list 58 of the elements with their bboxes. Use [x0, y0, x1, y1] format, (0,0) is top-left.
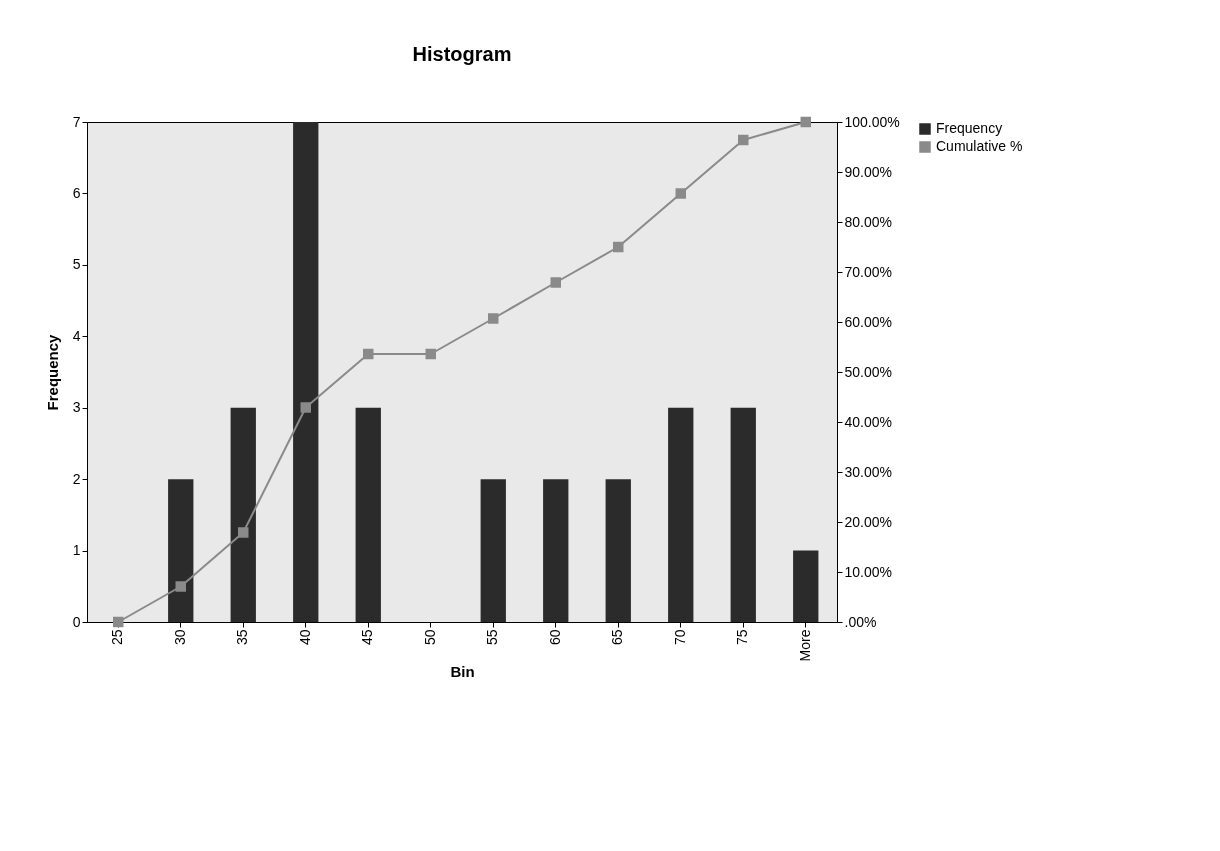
bar: [543, 479, 569, 622]
x-tick-label: 65: [609, 629, 626, 646]
bar: [730, 407, 756, 622]
x-tick-label: More: [796, 629, 813, 662]
bar: [605, 479, 631, 622]
y2-tick-label: 40.00%: [844, 413, 892, 430]
y2-tick-label: 80.00%: [844, 213, 892, 230]
bar: [480, 479, 506, 622]
y2-tick-label: 30.00%: [844, 463, 892, 480]
x-tick-label: 55: [484, 629, 501, 646]
legend-label: Cumulative %: [936, 138, 1023, 154]
x-tick-label: 25: [109, 629, 126, 646]
point: [300, 402, 311, 413]
point: [613, 241, 624, 253]
point: [488, 313, 499, 324]
y-tick-label: 7: [72, 113, 81, 130]
y-tick-label: 6: [72, 184, 81, 201]
point: [238, 527, 249, 538]
point: [675, 188, 686, 199]
y2-tick-label: 10.00%: [844, 563, 892, 580]
y-tick-label: 2: [72, 470, 81, 487]
point: [800, 116, 811, 128]
bar: [293, 122, 319, 622]
y-tick-label: 5: [72, 256, 81, 273]
x-tick-label: 50: [421, 629, 438, 646]
x-tick-label: 75: [734, 629, 751, 646]
y-tick-label: 1: [72, 542, 81, 559]
y2-tick-label: 60.00%: [844, 313, 892, 330]
y-tick-label: 0: [72, 613, 81, 630]
bar: [230, 407, 256, 622]
point: [113, 616, 124, 628]
x-tick-label: 40: [296, 629, 313, 646]
y2-tick-label: 70.00%: [844, 263, 892, 280]
bar: [668, 407, 694, 622]
chart-title: Histogram: [412, 43, 512, 65]
x-tick-label: 45: [359, 629, 376, 646]
y2-tick-label: 100.00%: [844, 113, 900, 130]
y2-tick-label: 50.00%: [844, 363, 892, 380]
point: [363, 348, 374, 360]
y2-tick-label: 20.00%: [844, 513, 892, 530]
bar: [168, 479, 194, 622]
bar: [355, 407, 381, 622]
y-axis-title: Frequency: [43, 333, 61, 411]
y2-tick-label: .00%: [844, 613, 877, 630]
x-tick-label: 70: [671, 629, 688, 646]
point: [550, 277, 561, 288]
bar: [793, 550, 819, 622]
x-tick-label: 30: [171, 629, 188, 646]
y-tick-label: 3: [72, 399, 81, 416]
y-tick-label: 4: [72, 327, 81, 344]
x-tick-label: 35: [234, 629, 251, 646]
y2-tick-label: 90.00%: [844, 163, 892, 180]
x-axis-title: Bin: [450, 663, 475, 681]
point: [175, 581, 186, 592]
x-tick-label: 60: [546, 629, 563, 646]
point: [425, 348, 436, 360]
legend-label: Frequency: [936, 120, 1003, 136]
point: [738, 134, 749, 146]
